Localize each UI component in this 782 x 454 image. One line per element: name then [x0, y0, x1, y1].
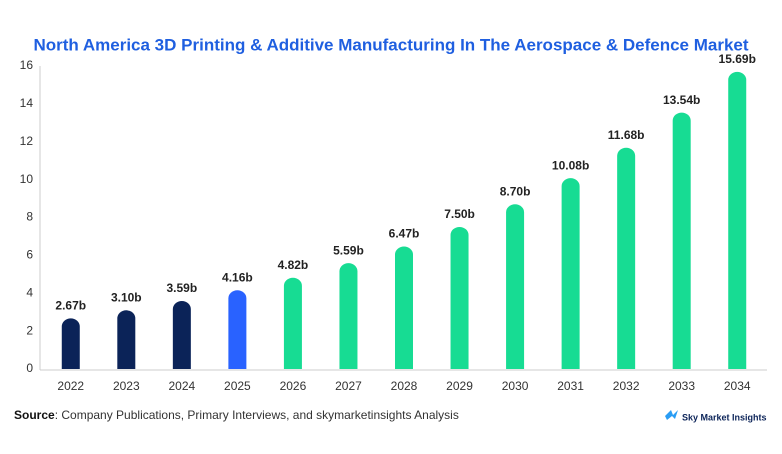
bar	[61, 318, 80, 369]
bar	[506, 204, 525, 369]
x-tick-label: 2022	[57, 379, 84, 393]
x-tick-label: 2027	[335, 379, 362, 393]
chart-title: North America 3D Printing & Additive Man…	[33, 35, 748, 54]
x-tick-label: 2025	[224, 379, 251, 393]
value-label: 8.70b	[500, 184, 531, 198]
x-tick-label: 2026	[280, 379, 307, 393]
value-label: 3.10b	[111, 290, 142, 304]
source-label: Source	[14, 408, 55, 422]
x-tick-label: 2029	[446, 379, 473, 393]
bar	[728, 71, 747, 369]
bar	[117, 310, 136, 369]
value-label: 3.59b	[167, 281, 198, 295]
y-tick-label: 2	[26, 323, 33, 337]
y-tick-label: 12	[20, 134, 34, 148]
x-tick-label: 2032	[613, 379, 640, 393]
x-tick-label: 2023	[113, 379, 140, 393]
x-tick-label: 2028	[391, 379, 418, 393]
y-tick-label: 14	[20, 96, 34, 110]
brand-name: Sky Market Insights	[682, 412, 767, 422]
source: Source: Company Publications, Primary In…	[14, 408, 459, 422]
value-label: 2.67b	[55, 299, 86, 313]
y-tick-label: 10	[20, 172, 34, 186]
x-tick-label: 2034	[724, 379, 751, 393]
value-label: 4.16b	[222, 270, 253, 284]
y-tick-label: 0	[26, 361, 33, 375]
bar	[283, 277, 302, 369]
value-label: 11.68b	[608, 128, 645, 142]
bar	[450, 226, 469, 369]
bar	[172, 301, 191, 369]
value-label: 15.69b	[719, 52, 756, 66]
y-tick-label: 16	[20, 58, 34, 72]
x-tick-label: 2030	[502, 379, 529, 393]
y-tick-label: 4	[26, 285, 33, 299]
bar	[672, 112, 691, 370]
bar	[561, 178, 580, 369]
x-tick-label: 2024	[168, 379, 195, 393]
value-label: 6.47b	[389, 227, 420, 241]
bar	[339, 263, 358, 369]
value-label: 4.82b	[278, 258, 309, 272]
brand-logo: Sky Market Insights	[665, 410, 767, 422]
bar	[395, 246, 413, 369]
value-label: 7.50b	[444, 207, 475, 221]
y-tick-label: 6	[26, 248, 33, 262]
bar	[617, 147, 636, 369]
x-tick-label: 2033	[668, 379, 695, 393]
value-label: 5.59b	[333, 243, 364, 257]
source-text: : Company Publications, Primary Intervie…	[55, 408, 459, 422]
value-label: 10.08b	[552, 158, 589, 172]
bar	[228, 290, 247, 369]
y-tick-label: 8	[26, 210, 33, 224]
logo-icon	[665, 410, 678, 420]
x-tick-label: 2031	[557, 379, 584, 393]
value-label: 13.54b	[663, 93, 700, 107]
